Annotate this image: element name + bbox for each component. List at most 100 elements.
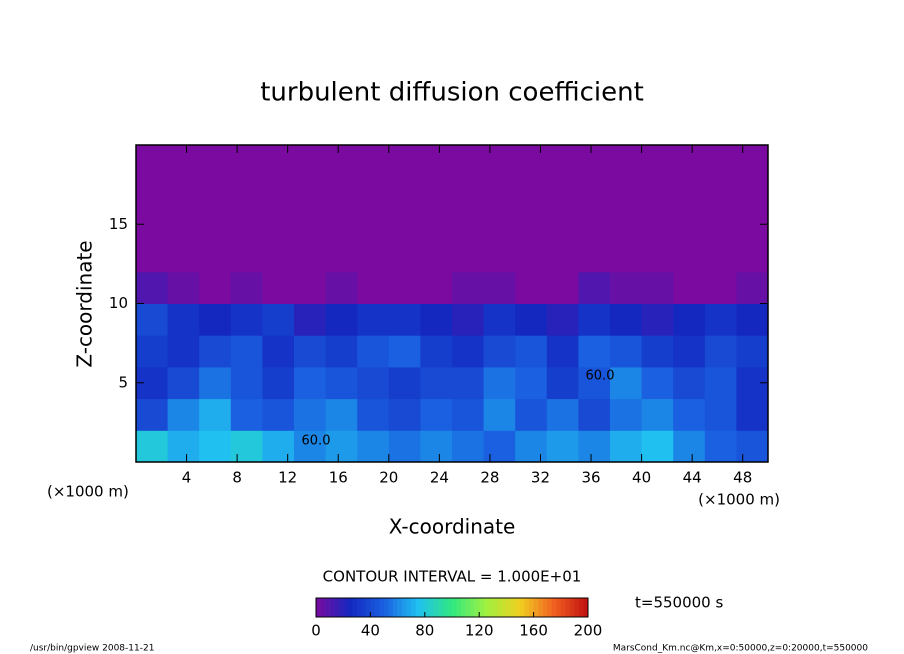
colorbar-swatch — [402, 598, 407, 617]
y-tick-label: 15 — [109, 215, 128, 233]
cell — [262, 145, 295, 178]
cell — [325, 335, 358, 368]
cell — [515, 398, 548, 431]
cell — [325, 145, 358, 178]
cell — [136, 398, 169, 431]
x-tick-label: 40 — [632, 469, 651, 487]
x-tick-label: 44 — [683, 469, 702, 487]
colorbar-swatch — [492, 598, 498, 617]
colorbar-swatch — [393, 598, 398, 617]
x-tick-label: 4 — [182, 469, 192, 487]
colorbar-tick-label: 160 — [519, 622, 548, 640]
cell — [388, 208, 421, 241]
y-axis-label: Z-coordinate — [73, 240, 97, 367]
colorbar-swatch — [569, 598, 575, 617]
cell — [136, 430, 169, 463]
colorbar-swatch — [420, 598, 426, 617]
colorbar-swatch — [456, 598, 462, 617]
cell — [673, 176, 706, 209]
colorbar-swatch — [347, 598, 353, 617]
colorbar-swatch — [433, 598, 439, 617]
cell — [515, 176, 548, 209]
cell — [483, 145, 516, 178]
cell — [452, 366, 485, 400]
cell — [452, 303, 485, 336]
cell — [420, 303, 453, 336]
cell — [262, 208, 295, 241]
colorbar-swatch — [379, 598, 385, 617]
cell — [578, 398, 611, 431]
contour-label: 60.0 — [586, 369, 615, 384]
x-tick-label: 12 — [278, 469, 297, 487]
cell — [641, 366, 674, 400]
cell — [452, 335, 485, 368]
x-tick-label: 8 — [232, 469, 242, 487]
colorbar-swatch — [524, 598, 530, 617]
cell — [610, 303, 643, 336]
cell — [546, 303, 579, 336]
colorbar-tick-label: 80 — [415, 622, 434, 640]
colorbar-tick-label: 120 — [465, 622, 494, 640]
cell — [136, 335, 169, 368]
colorbar-swatch — [483, 598, 489, 617]
cell — [704, 303, 737, 336]
cell — [704, 208, 737, 241]
x-tick-label: 36 — [581, 469, 600, 487]
colorbar-swatch — [470, 598, 475, 617]
cell — [483, 176, 516, 209]
colorbar-swatch — [501, 598, 507, 617]
cell — [483, 430, 516, 463]
cell — [294, 430, 327, 463]
cell — [262, 240, 295, 273]
time-label: t=550000 s — [635, 594, 723, 612]
cell — [578, 145, 611, 178]
x-tick-label: 28 — [480, 469, 499, 487]
colorbar-swatch — [538, 598, 543, 617]
cell — [483, 398, 516, 431]
cell — [199, 335, 232, 368]
colorbar-swatch — [488, 598, 494, 617]
colorbar-swatch — [374, 598, 380, 617]
cell — [704, 145, 737, 178]
cell — [388, 366, 421, 400]
cell — [546, 240, 579, 273]
cell — [483, 208, 516, 241]
cell — [388, 271, 421, 304]
colorbar-swatch — [316, 598, 321, 617]
cell — [546, 271, 579, 304]
cell — [136, 145, 169, 178]
cell — [357, 366, 390, 400]
colorbar-swatch — [452, 598, 457, 617]
colorbar-swatch — [551, 598, 557, 617]
cell — [641, 145, 674, 178]
cell — [167, 366, 200, 400]
cell — [578, 335, 611, 368]
colorbar-swatch — [574, 598, 580, 617]
cell — [167, 240, 200, 273]
colorbar-swatch — [578, 598, 584, 617]
colorbar-swatch — [329, 598, 335, 617]
cell — [420, 240, 453, 273]
cell — [704, 398, 737, 431]
y-tick-label: 10 — [109, 294, 128, 312]
cell — [736, 271, 769, 304]
cell — [641, 335, 674, 368]
cell — [673, 303, 706, 336]
cell — [388, 430, 421, 463]
cell — [578, 366, 611, 400]
cell — [294, 366, 327, 400]
colorbar-swatch — [325, 598, 330, 617]
colorbar-swatch — [520, 598, 525, 617]
colorbar-swatch — [560, 598, 566, 617]
cell — [641, 430, 674, 463]
cell — [578, 208, 611, 241]
cell — [199, 366, 232, 400]
cell — [452, 176, 485, 209]
cell — [641, 176, 674, 209]
x-unit: (×1000 m) — [47, 483, 129, 501]
colorbar-swatch — [442, 598, 448, 617]
cell — [673, 271, 706, 304]
cell — [325, 176, 358, 209]
cell — [546, 208, 579, 241]
cell — [483, 366, 516, 400]
